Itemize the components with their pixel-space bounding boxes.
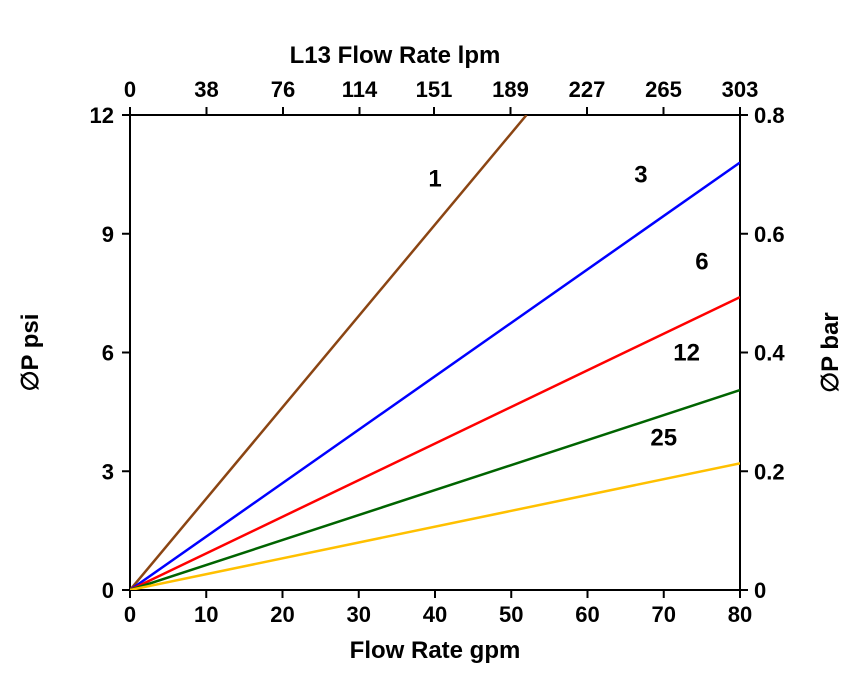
- y-right-tick-label: 0.2: [754, 459, 785, 484]
- y-right-tick-label: 0: [754, 578, 766, 603]
- y-left-tick-label: 0: [102, 578, 114, 603]
- x-top-tick-label: 38: [194, 77, 218, 102]
- series-label-12: 12: [673, 339, 700, 366]
- x-bottom-tick-label: 70: [652, 602, 676, 627]
- chart-title: L13 Flow Rate lpm: [290, 42, 501, 69]
- y-right-tick-label: 0.8: [754, 103, 785, 128]
- x-bottom-tick-label: 80: [728, 602, 752, 627]
- chart-svg: 01020304050607080Flow Rate gpm0387611415…: [0, 0, 866, 700]
- x-bottom-tick-label: 30: [347, 602, 371, 627]
- series-label-1: 1: [428, 165, 441, 192]
- x-bottom-tick-label: 60: [575, 602, 599, 627]
- y-left-axis-title: ∅P psi: [17, 314, 44, 392]
- y-left-tick-label: 12: [90, 103, 114, 128]
- series-label-6: 6: [695, 248, 708, 275]
- x-bottom-tick-label: 10: [194, 602, 218, 627]
- x-top-tick-label: 114: [342, 77, 378, 102]
- series-line-6: [130, 297, 740, 590]
- y-right-tick-label: 0.6: [754, 222, 785, 247]
- y-right-tick-label: 0.4: [754, 341, 785, 366]
- x-top-tick-label: 151: [416, 77, 453, 102]
- x-bottom-tick-label: 20: [270, 602, 294, 627]
- x-top-tick-label: 227: [569, 77, 606, 102]
- x-top-tick-label: 0: [124, 77, 136, 102]
- x-top-tick-label: 76: [271, 77, 295, 102]
- x-bottom-axis-title: Flow Rate gpm: [350, 637, 521, 664]
- y-left-tick-label: 9: [102, 222, 114, 247]
- x-bottom-tick-label: 50: [499, 602, 523, 627]
- y-right-axis-title: ∅P bar: [817, 312, 844, 393]
- x-top-tick-label: 189: [492, 77, 529, 102]
- chart-container: 01020304050607080Flow Rate gpm0387611415…: [0, 0, 866, 700]
- x-top-tick-label: 265: [645, 77, 682, 102]
- x-bottom-tick-label: 0: [124, 602, 136, 627]
- x-bottom-tick-label: 40: [423, 602, 447, 627]
- series-line-12: [130, 390, 740, 590]
- y-left-tick-label: 3: [102, 459, 114, 484]
- series-label-3: 3: [634, 161, 647, 188]
- series-label-25: 25: [650, 425, 677, 452]
- x-top-tick-label: 303: [722, 77, 759, 102]
- y-left-tick-label: 6: [102, 341, 114, 366]
